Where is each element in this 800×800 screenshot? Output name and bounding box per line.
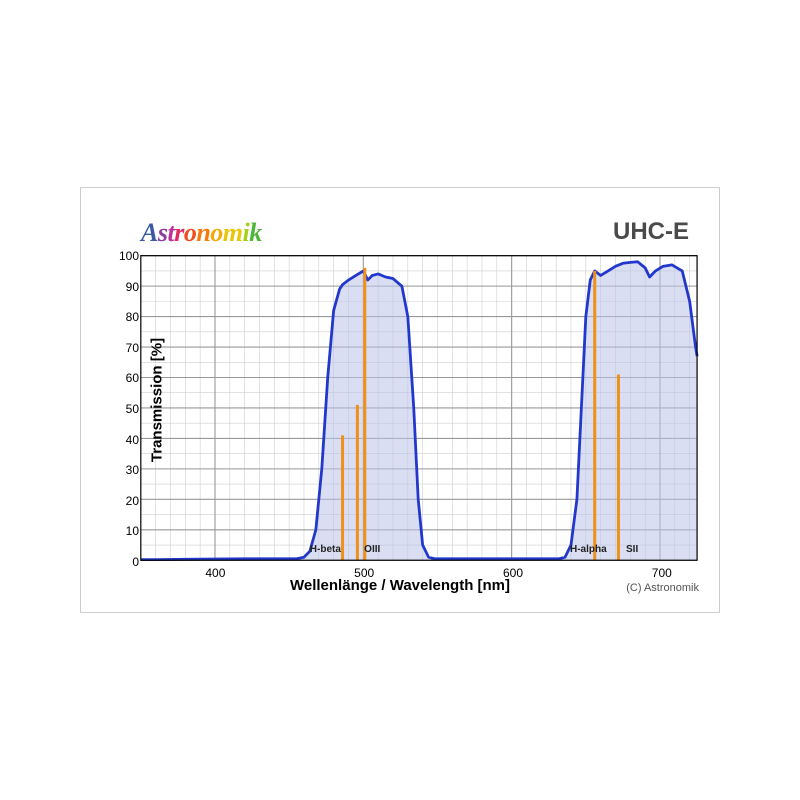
- x-axis-label: Wellenlänge / Wavelength [nm]: [81, 577, 719, 594]
- tick-y: 90: [109, 280, 139, 294]
- tick-x: 500: [354, 566, 374, 580]
- tick-y: 70: [109, 341, 139, 355]
- tick-y: 100: [109, 249, 139, 263]
- tick-y: 40: [109, 433, 139, 447]
- y-axis-label: Transmission [%]: [149, 338, 166, 462]
- filter-name: UHC-E: [613, 218, 689, 246]
- copyright: (C) Astronomik: [626, 582, 699, 594]
- tick-y: 30: [109, 463, 139, 477]
- chart-svg: [81, 188, 719, 612]
- tick-y: 50: [109, 402, 139, 416]
- tick-y: 80: [109, 310, 139, 324]
- emission-line-label: H-beta: [310, 544, 341, 555]
- emission-line-label: OIII: [364, 544, 380, 555]
- page: Astronomik UHC-E Transmission [%] Wellen…: [0, 0, 800, 800]
- tick-y: 60: [109, 371, 139, 385]
- tick-y: 10: [109, 524, 139, 538]
- tick-x: 600: [503, 566, 523, 580]
- emission-line-label: SII: [626, 544, 638, 555]
- emission-line-label: H-alpha: [570, 544, 607, 555]
- tick-y: 0: [109, 555, 139, 569]
- brand-logo: Astronomik: [141, 218, 262, 248]
- chart-frame: Astronomik UHC-E Transmission [%] Wellen…: [80, 187, 720, 613]
- tick-y: 20: [109, 494, 139, 508]
- tick-x: 700: [652, 566, 672, 580]
- tick-x: 400: [205, 566, 225, 580]
